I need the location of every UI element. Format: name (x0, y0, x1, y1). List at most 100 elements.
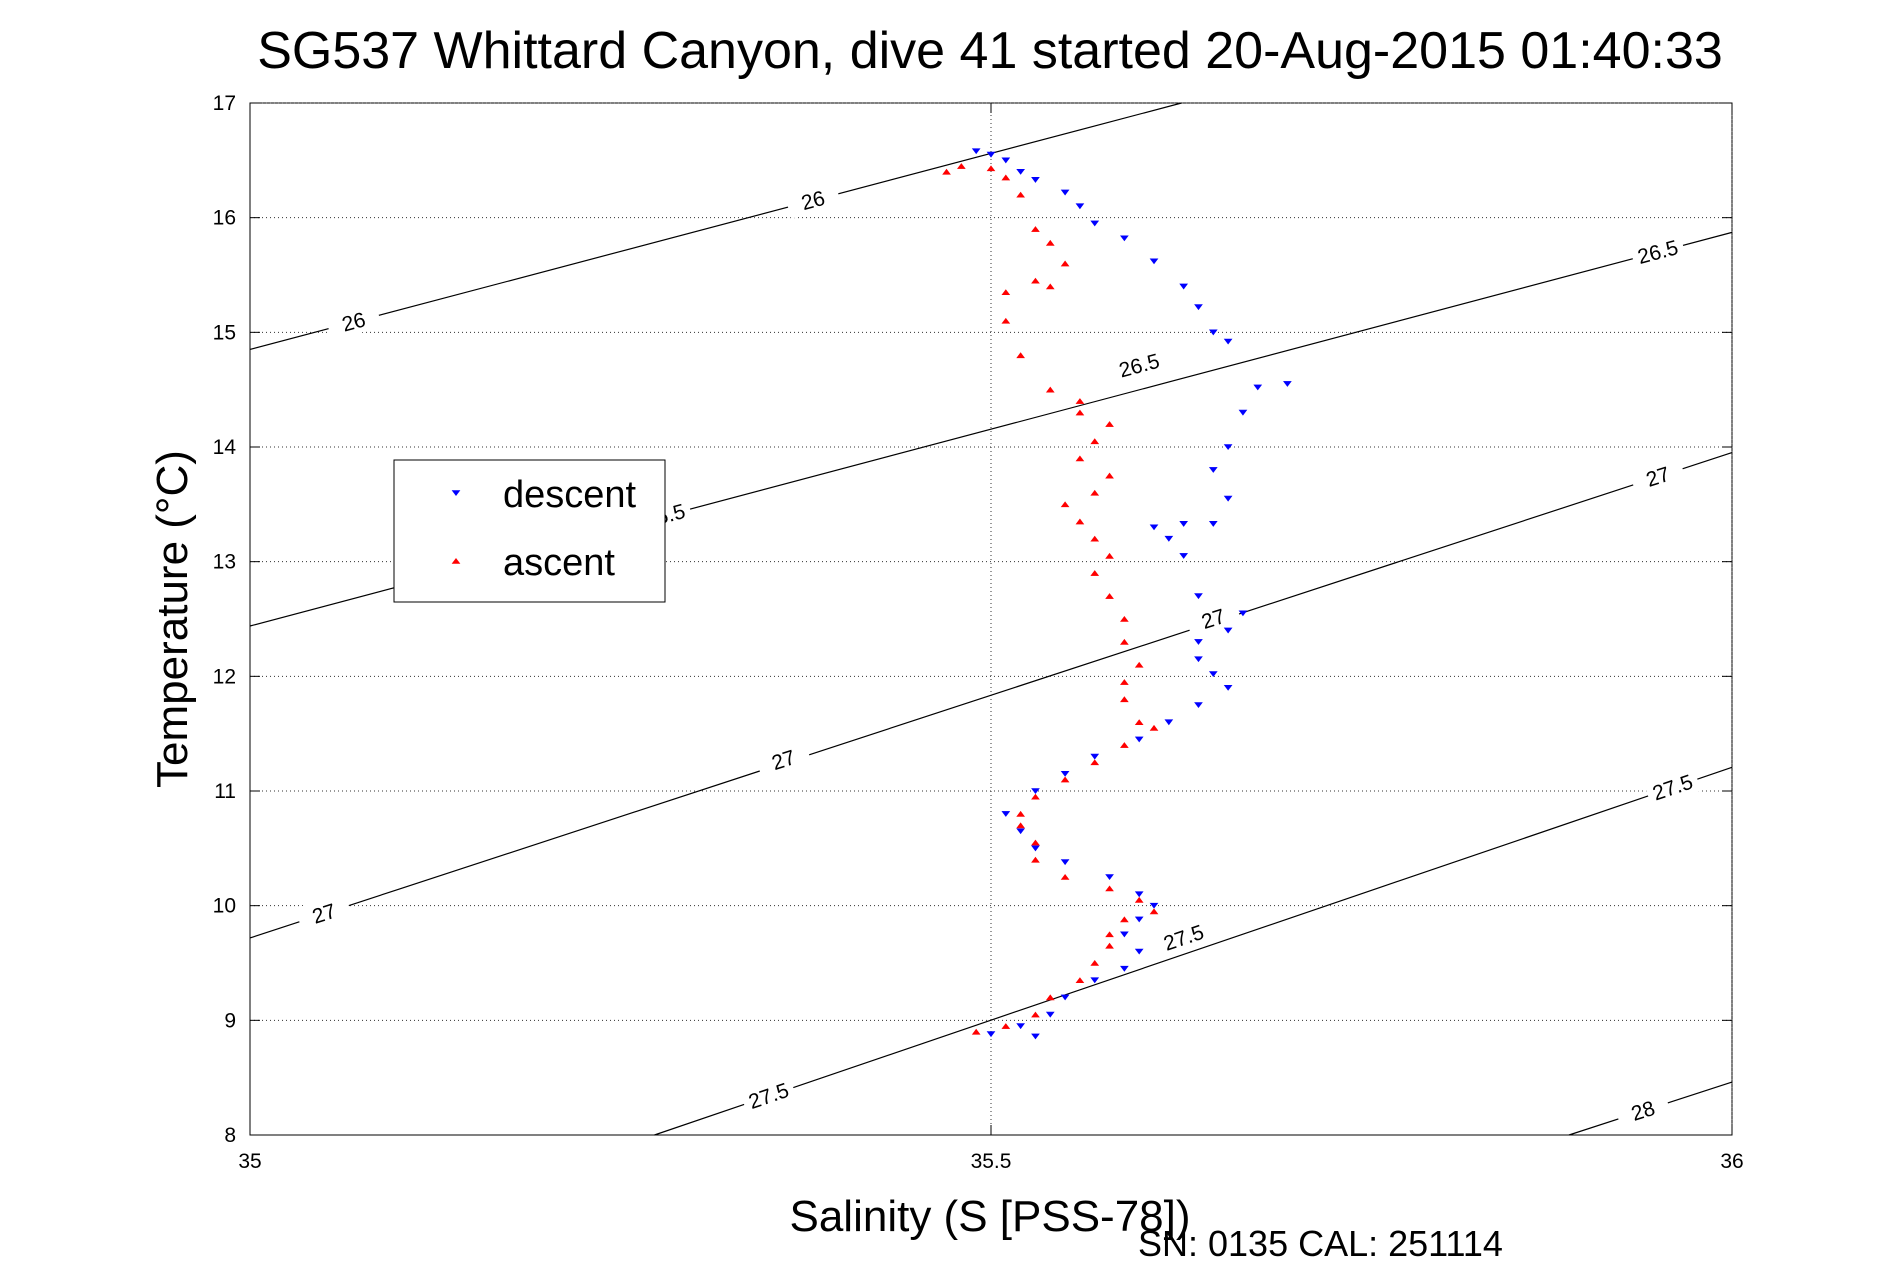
descent-point (1194, 593, 1203, 600)
ascent-point (1120, 696, 1129, 703)
ascent-point (1120, 679, 1129, 685)
ascent-point (1060, 260, 1070, 267)
data-series (942, 148, 1292, 1040)
descent-point (1090, 220, 1100, 227)
descent-point (1105, 874, 1114, 880)
ascent-point (1031, 226, 1040, 232)
ascent-point (1149, 724, 1159, 731)
descent-point (1223, 338, 1233, 345)
y-tick-label: 12 (213, 665, 236, 688)
ascent-point (1090, 960, 1100, 966)
x-tick-label: 36 (1720, 1150, 1743, 1173)
descent-point (1060, 770, 1070, 777)
descent-point (1149, 258, 1159, 265)
descent-point (1223, 684, 1233, 691)
ascent-point (1105, 885, 1114, 892)
y-tick-label: 8 (224, 1124, 236, 1147)
legend-label-descent: descent (503, 474, 637, 516)
y-axis-ticks: 8 9 10 11 12 13 14 15 16 17 (213, 92, 1732, 1147)
grid-lines (250, 102, 1733, 1135)
y-tick-label: 13 (213, 551, 236, 574)
ascent-point (1120, 742, 1129, 748)
descent-point (1194, 639, 1203, 645)
ascent-point (1075, 455, 1085, 462)
ascent-point (1149, 908, 1159, 915)
ascent-point (1031, 1011, 1040, 1018)
contour-label-background (1643, 765, 1702, 808)
ascent-point (1105, 593, 1114, 599)
x-tick-label: 35 (238, 1150, 261, 1173)
descent-point (1223, 495, 1233, 502)
ascent-point (1045, 239, 1055, 246)
ascent-point (1016, 191, 1025, 198)
ascent-point (1060, 501, 1070, 508)
density-contour-line (249, 451, 1733, 939)
ascent-point (1031, 277, 1040, 284)
descent-point (1001, 157, 1011, 164)
ascent-point (1134, 661, 1144, 668)
contour-label-background (1614, 1089, 1672, 1131)
descent-point (1090, 753, 1100, 760)
descent-point (1223, 444, 1233, 450)
ascent-point (1016, 822, 1025, 829)
descent-point (1090, 977, 1100, 984)
contour-label-background (1629, 231, 1687, 271)
ascent-point (1090, 438, 1100, 445)
contour-label-background (1628, 455, 1687, 497)
ascent-point (942, 168, 951, 175)
descent-point (1179, 521, 1189, 527)
ascent-point (1045, 994, 1055, 1001)
descent-point (1031, 177, 1040, 183)
descent-point (1120, 931, 1129, 938)
ascent-point (1090, 535, 1100, 542)
descent-point (1134, 736, 1144, 743)
density-contour-line (654, 766, 1733, 1136)
y-tick-label: 10 (213, 895, 236, 918)
contour-label-background (325, 301, 382, 341)
ascent-point (1105, 421, 1114, 427)
legend-marker-descent (451, 490, 461, 496)
y-tick-label: 11 (214, 780, 236, 803)
descent-point (1253, 384, 1263, 391)
y-tick-label: 9 (224, 1009, 236, 1032)
descent-point (1223, 627, 1233, 634)
descent-point (1016, 169, 1025, 175)
descent-point (1208, 467, 1218, 473)
ascent-point (1075, 409, 1085, 416)
ascent-point (1120, 638, 1129, 645)
ascent-point (1016, 810, 1025, 817)
descent-point (1031, 845, 1040, 852)
contour-label-background (754, 738, 812, 780)
ascent-point (1060, 874, 1070, 880)
y-tick-label: 16 (213, 207, 236, 230)
serial-calibration-footer: SN: 0135 CAL: 251114 (1138, 1223, 1503, 1262)
ascent-point (1090, 570, 1100, 576)
y-tick-label: 15 (213, 321, 236, 344)
descent-point (1238, 610, 1248, 617)
contour-label-background (295, 892, 353, 934)
ascent-point (1120, 616, 1129, 622)
ascent-point (1105, 552, 1114, 559)
y-axis-label: Temperature (°C) (148, 450, 197, 788)
ascent-point (986, 165, 996, 172)
descent-point (1164, 535, 1174, 542)
ascent-point (1090, 759, 1100, 766)
descent-point (1016, 828, 1025, 835)
legend-box (393, 459, 666, 603)
descent-point (1120, 965, 1129, 972)
descent-point (1194, 702, 1203, 708)
descent-point (1134, 916, 1144, 923)
ascent-point (1134, 719, 1144, 726)
ascent-point (1090, 489, 1100, 496)
ascent-point (1075, 518, 1085, 525)
ascent-point (1001, 289, 1011, 296)
x-tick-label: 35.5 (971, 1150, 1012, 1173)
ascent-point (1031, 839, 1040, 846)
descent-point (1194, 304, 1203, 311)
descent-point (1031, 1033, 1040, 1040)
descent-point (1179, 283, 1189, 290)
legend: descent ascent (393, 459, 666, 603)
ascent-point (957, 163, 966, 169)
ascent-point (1060, 776, 1070, 783)
